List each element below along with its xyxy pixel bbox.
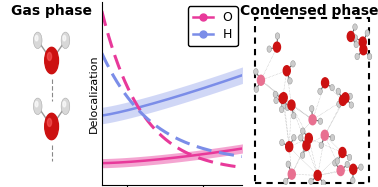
- Circle shape: [350, 164, 357, 174]
- Circle shape: [305, 133, 312, 143]
- Circle shape: [288, 169, 295, 179]
- Circle shape: [254, 68, 258, 75]
- Circle shape: [345, 161, 350, 168]
- Circle shape: [359, 164, 363, 170]
- Circle shape: [291, 61, 295, 67]
- Circle shape: [337, 165, 344, 176]
- Circle shape: [254, 86, 259, 93]
- Circle shape: [347, 31, 354, 42]
- Circle shape: [45, 113, 59, 140]
- Circle shape: [288, 78, 292, 84]
- Circle shape: [342, 93, 349, 103]
- Circle shape: [330, 134, 335, 141]
- Circle shape: [355, 53, 359, 60]
- Bar: [255, 18, 369, 183]
- Circle shape: [319, 142, 324, 148]
- Circle shape: [273, 91, 277, 98]
- Circle shape: [286, 142, 293, 152]
- Circle shape: [348, 93, 352, 99]
- Circle shape: [257, 75, 265, 85]
- Circle shape: [314, 170, 321, 180]
- Circle shape: [275, 33, 280, 39]
- Circle shape: [337, 101, 341, 108]
- Circle shape: [322, 78, 328, 88]
- Circle shape: [280, 139, 284, 146]
- Circle shape: [288, 100, 295, 110]
- Circle shape: [301, 128, 305, 134]
- Circle shape: [284, 178, 288, 185]
- Circle shape: [339, 95, 346, 105]
- Circle shape: [367, 53, 372, 60]
- Circle shape: [333, 160, 337, 166]
- Circle shape: [279, 106, 284, 113]
- Circle shape: [330, 84, 335, 91]
- Circle shape: [350, 177, 355, 184]
- Circle shape: [286, 161, 291, 167]
- Y-axis label: Delocalization: Delocalization: [89, 54, 99, 133]
- Circle shape: [33, 98, 42, 115]
- Circle shape: [291, 113, 296, 119]
- Circle shape: [61, 32, 70, 49]
- Circle shape: [45, 47, 59, 74]
- Circle shape: [318, 118, 323, 125]
- Circle shape: [285, 104, 290, 111]
- Text: Condensed phase: Condensed phase: [240, 4, 378, 18]
- Circle shape: [349, 102, 353, 108]
- Circle shape: [291, 134, 296, 141]
- Circle shape: [267, 46, 271, 52]
- Circle shape: [353, 24, 357, 30]
- Circle shape: [354, 41, 358, 48]
- Circle shape: [61, 98, 70, 115]
- Circle shape: [335, 158, 339, 164]
- Circle shape: [63, 101, 66, 107]
- Circle shape: [279, 94, 286, 103]
- Circle shape: [310, 105, 314, 112]
- Circle shape: [309, 178, 313, 185]
- Circle shape: [339, 148, 346, 157]
- Circle shape: [303, 145, 308, 151]
- Circle shape: [360, 45, 367, 55]
- Circle shape: [303, 140, 310, 150]
- Circle shape: [33, 32, 42, 49]
- Circle shape: [353, 35, 358, 41]
- Circle shape: [280, 93, 287, 103]
- Circle shape: [281, 102, 286, 109]
- Circle shape: [283, 66, 290, 76]
- Circle shape: [321, 180, 325, 186]
- Circle shape: [273, 42, 280, 52]
- Legend: O, H: O, H: [188, 6, 238, 46]
- Circle shape: [35, 101, 38, 107]
- Circle shape: [300, 152, 305, 158]
- Circle shape: [47, 118, 51, 126]
- Circle shape: [359, 37, 366, 47]
- Text: Gas phase: Gas phase: [11, 4, 92, 18]
- Circle shape: [309, 115, 316, 125]
- Circle shape: [336, 88, 341, 94]
- Circle shape: [299, 135, 303, 141]
- Circle shape: [321, 130, 328, 140]
- Circle shape: [365, 30, 370, 36]
- Circle shape: [63, 35, 66, 41]
- Circle shape: [318, 88, 322, 95]
- Circle shape: [347, 154, 352, 161]
- Circle shape: [274, 97, 278, 104]
- Circle shape: [35, 35, 38, 41]
- Circle shape: [47, 52, 51, 61]
